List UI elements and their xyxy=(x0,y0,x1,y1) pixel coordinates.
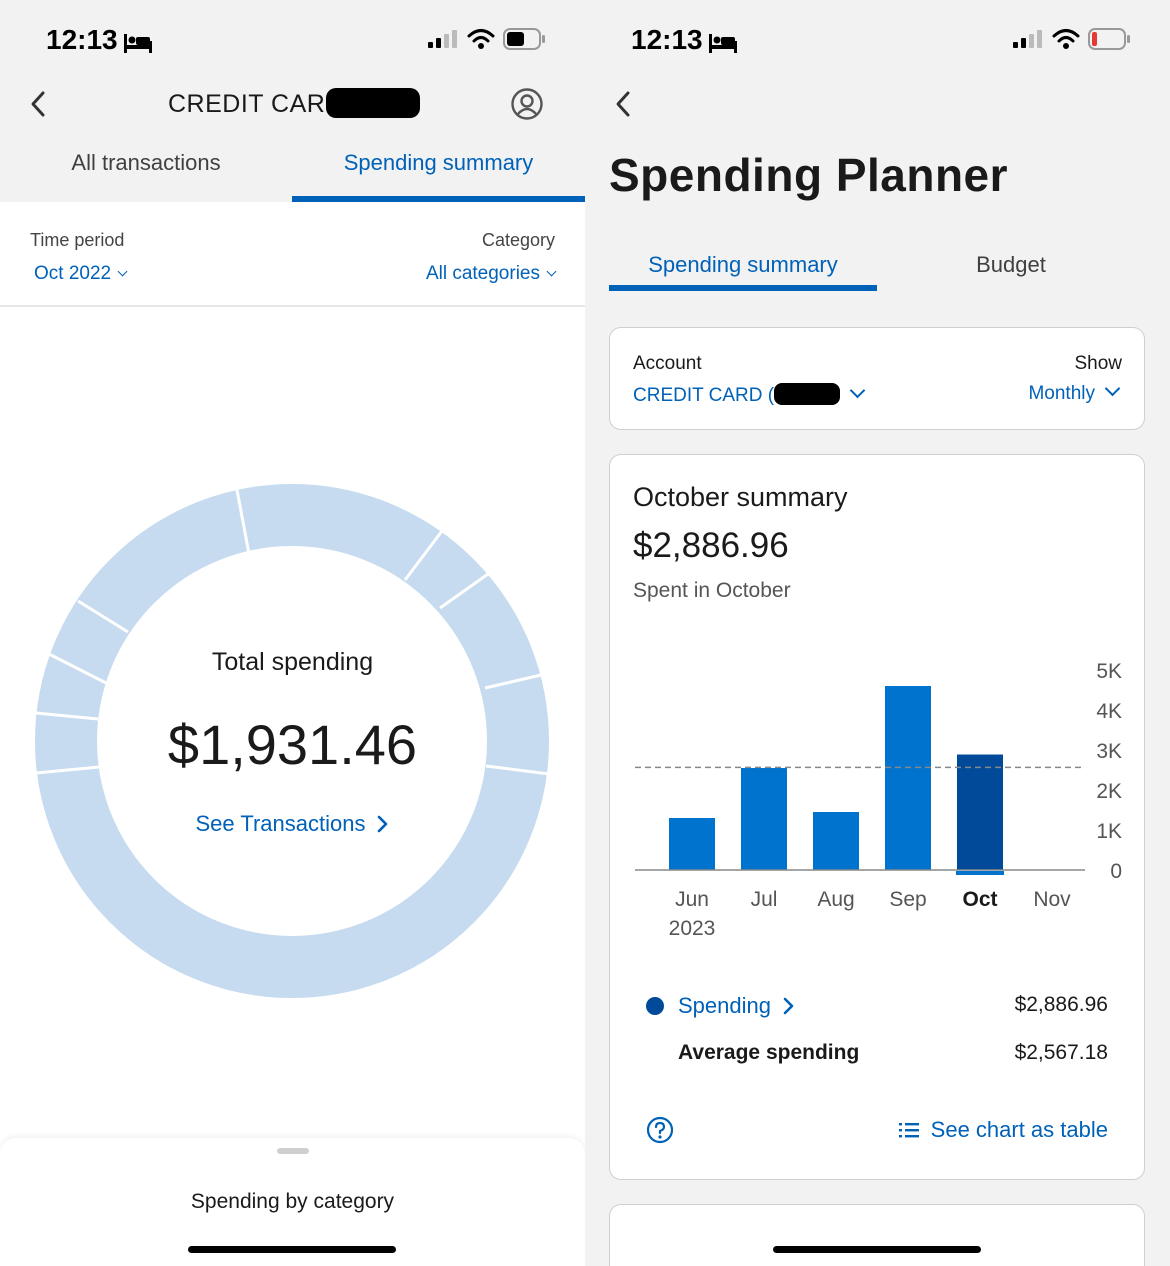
list-icon xyxy=(898,1123,919,1138)
sheet-title: Spending by category xyxy=(190,1190,395,1213)
donut-ring xyxy=(35,484,549,998)
signal-icon xyxy=(428,30,458,48)
category-dropdown[interactable]: All categories xyxy=(425,263,557,285)
summary-subtitle: Spent in October xyxy=(633,579,791,602)
page-title: CREDIT CARD xyxy=(168,90,344,118)
bottom-sheet[interactable]: Spending by category xyxy=(0,1138,585,1266)
chevron-down-icon xyxy=(849,382,866,399)
tab-active-indicator xyxy=(609,285,877,291)
tab-budget[interactable]: Budget xyxy=(976,252,1046,277)
category-value: All categories xyxy=(425,263,540,284)
bar-aug xyxy=(813,812,859,870)
see-chart-as-table-label: See chart as table xyxy=(930,1117,1108,1142)
y-tick-label: 1K xyxy=(1096,820,1122,843)
monthly-spending-bar-chart: Jun 2023 Jul Aug Sep Oct Nov 0 1K 2K 3K 4K 5K xyxy=(635,660,1122,940)
help-icon[interactable] xyxy=(646,1116,674,1144)
x-tick-label: Jun xyxy=(675,888,709,911)
x-tick-label: Jul xyxy=(751,888,778,911)
chevron-right-icon xyxy=(783,997,794,1015)
page-title: Spending Planner xyxy=(609,149,1009,201)
bar-sep xyxy=(885,686,931,870)
y-tick-label: 0 xyxy=(1110,860,1122,883)
chevron-down-icon xyxy=(546,266,557,277)
tab-active-indicator xyxy=(292,196,585,202)
status-time: 12:13 xyxy=(631,24,737,56)
spending-legend-value: $2,886.96 xyxy=(1014,993,1108,1016)
status-time: 12:13 xyxy=(46,24,152,56)
next-card xyxy=(609,1204,1145,1266)
battery-low-icon xyxy=(1088,28,1130,50)
chevron-down-icon xyxy=(1104,380,1121,397)
show-value: Monthly xyxy=(1028,383,1095,404)
home-indicator[interactable] xyxy=(773,1246,981,1253)
redacted-account-number xyxy=(774,383,841,405)
time-period-value: Oct 2022 xyxy=(34,263,112,284)
chevron-right-icon xyxy=(378,815,388,833)
time-period-label: Time period xyxy=(30,230,125,250)
bar-jun xyxy=(669,818,715,870)
battery-icon xyxy=(503,28,545,50)
y-tick-label: 4K xyxy=(1096,700,1122,723)
account-value: CREDIT CARD ( xyxy=(633,385,775,406)
chevron-down-icon xyxy=(117,266,128,277)
sleep-icon xyxy=(708,33,737,53)
divider xyxy=(0,305,585,307)
account-selector-card: Account CREDIT CARD ( Show Monthly xyxy=(609,327,1145,430)
back-icon[interactable] xyxy=(28,90,48,118)
x-tick-label: Oct xyxy=(962,888,997,911)
back-icon[interactable] xyxy=(613,90,633,118)
x-tick-label: Aug xyxy=(817,888,854,911)
see-transactions-link[interactable]: See Transactions xyxy=(0,811,585,837)
account-label: Account xyxy=(633,353,702,374)
see-transactions-label: See Transactions xyxy=(195,811,366,836)
show-label: Show xyxy=(1074,353,1122,374)
y-tick-label: 5K xyxy=(1096,660,1122,683)
donut-segment-dividers xyxy=(35,489,550,776)
summary-card: October summary $2,886.96 Spent in Octob… xyxy=(609,454,1145,1180)
wifi-icon xyxy=(1052,29,1080,49)
see-chart-as-table-link[interactable]: See chart as table xyxy=(898,1117,1108,1143)
tab-spending-summary[interactable]: Spending summary xyxy=(343,150,534,175)
total-spending-label: Total spending xyxy=(211,648,374,676)
spending-donut-chart xyxy=(35,484,550,998)
account-dropdown[interactable]: CREDIT CARD ( xyxy=(633,382,866,407)
profile-icon[interactable] xyxy=(510,87,544,121)
spending-legend-dot xyxy=(646,997,664,1015)
selected-bar-indicator xyxy=(956,871,1004,875)
average-legend-value: $2,567.18 xyxy=(1014,1041,1108,1064)
wifi-icon xyxy=(467,29,495,49)
summary-title: October summary xyxy=(633,482,848,512)
summary-amount: $2,886.96 xyxy=(633,526,789,565)
signal-icon xyxy=(1013,30,1043,48)
y-tick-label: 2K xyxy=(1096,780,1122,803)
bar-oct xyxy=(957,754,1003,870)
x-tick-label: 2023 xyxy=(669,917,716,940)
home-indicator[interactable] xyxy=(188,1246,396,1253)
show-dropdown[interactable]: Monthly xyxy=(1028,380,1121,405)
right-screen: 12:13 Spending Planner Spending summary … xyxy=(585,0,1170,1266)
x-tick-label: Nov xyxy=(1033,888,1071,911)
left-screen: 12:13 CREDIT CARD All transactions Spend… xyxy=(0,0,585,1266)
y-tick-label: 3K xyxy=(1096,740,1122,763)
total-spending-amount: $1,931.46 xyxy=(167,713,418,776)
time-period-dropdown[interactable]: Oct 2022 xyxy=(34,263,128,285)
sleep-icon xyxy=(123,33,152,53)
bar-jul xyxy=(741,768,787,870)
tab-spending-summary[interactable]: Spending summary xyxy=(648,252,838,277)
status-time-text: 12:13 xyxy=(46,24,118,55)
tab-all-transactions[interactable]: All transactions xyxy=(71,150,221,175)
redacted-account-number xyxy=(326,88,420,118)
category-label: Category xyxy=(481,230,555,250)
sheet-drag-handle[interactable] xyxy=(277,1148,309,1154)
x-tick-label: Sep xyxy=(889,888,926,911)
status-time-text: 12:13 xyxy=(631,24,703,55)
average-legend-label: Average spending xyxy=(678,1041,860,1064)
spending-legend-link[interactable]: Spending xyxy=(678,993,795,1019)
spending-legend-label: Spending xyxy=(678,993,771,1018)
